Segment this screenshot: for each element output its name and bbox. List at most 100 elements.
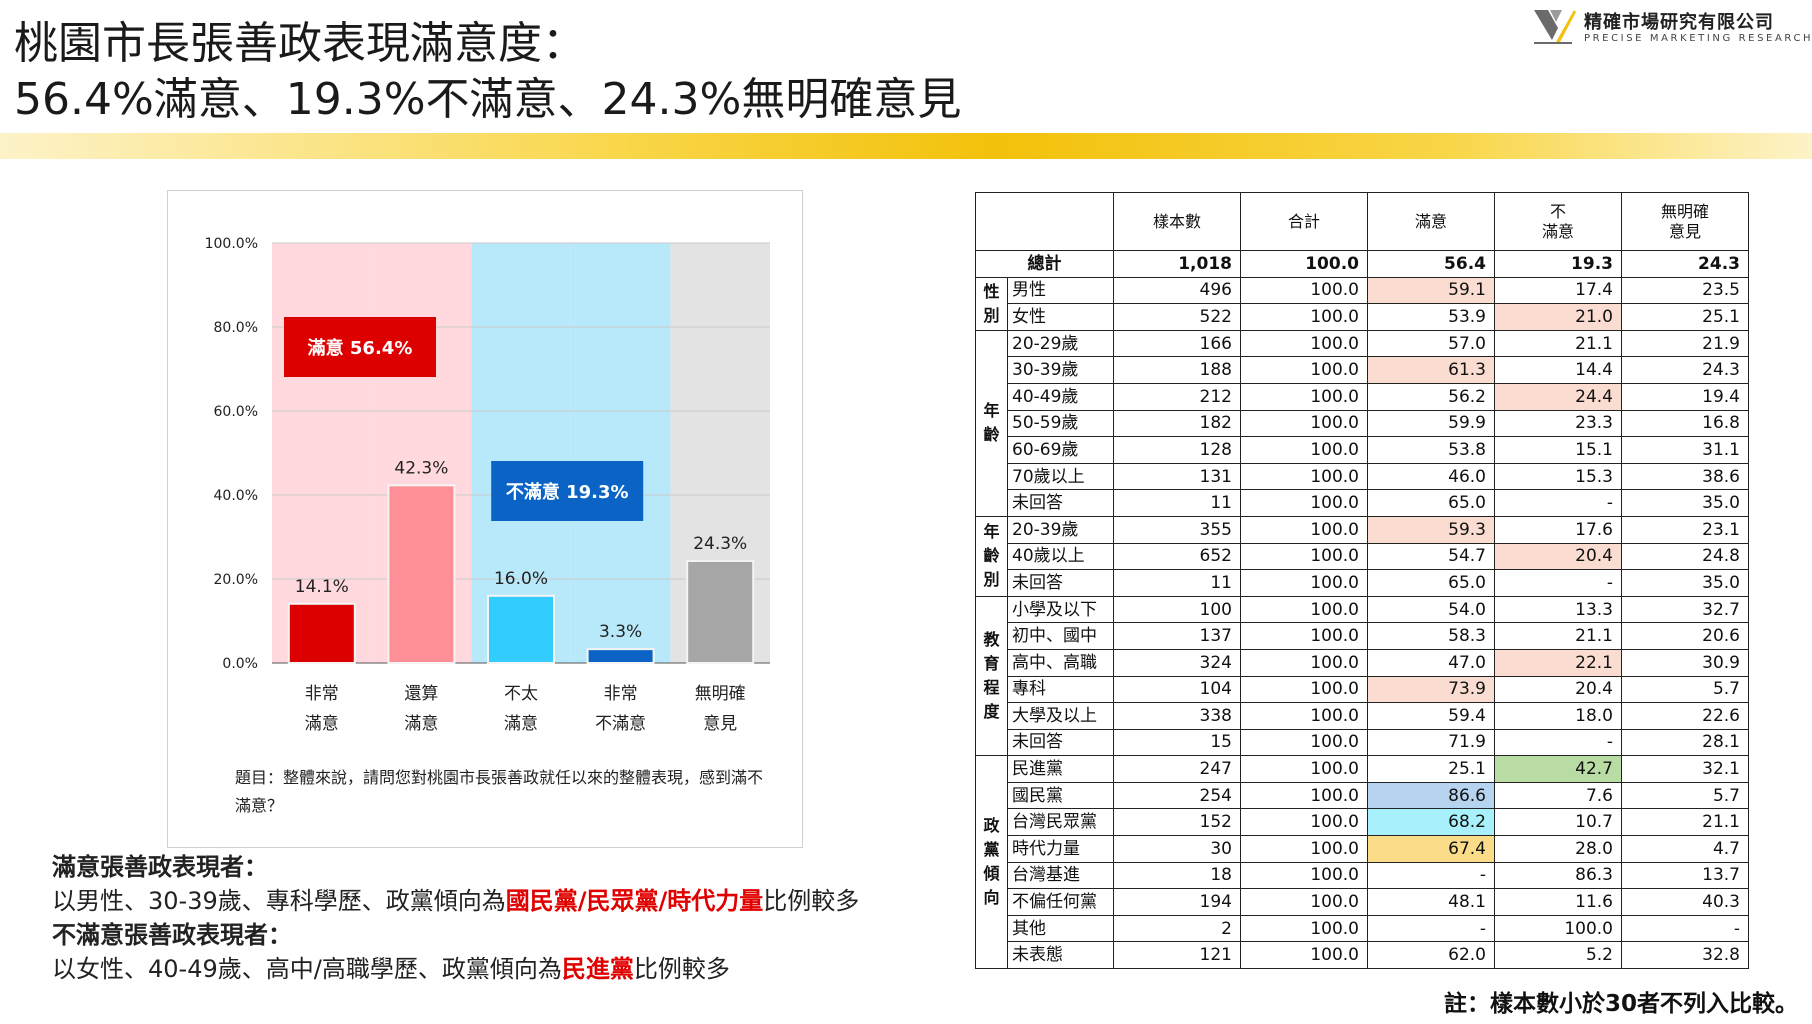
table-cell: 59.9 xyxy=(1367,409,1495,438)
row-label: 女性 xyxy=(1007,303,1114,331)
table-cell: 62.0 xyxy=(1367,941,1495,970)
table-cell: 65.0 xyxy=(1367,569,1495,597)
table-cell: 496 xyxy=(1113,276,1241,305)
y-tick-label: 20.0% xyxy=(214,572,258,588)
logo-company-name-en: PRECISE MARKETING RESEARCH xyxy=(1584,33,1812,44)
row-label: 40歲以上 xyxy=(1007,542,1114,571)
table-cell: 100.0 xyxy=(1240,569,1368,597)
logo-mark-icon xyxy=(1534,10,1576,44)
table-cell: 2 xyxy=(1113,914,1241,943)
x-category-label: 非常 xyxy=(604,684,638,704)
table-cell: 30 xyxy=(1113,835,1241,863)
total-value: 24.3 xyxy=(1621,250,1749,278)
total-value: 56.4 xyxy=(1367,250,1495,278)
unsatisfied-detail: 以女性、40-49歲、高中/高職學歷、政黨傾向為民進黨比例較多 xyxy=(52,952,952,986)
satisfied-parties: 國民黨/民眾黨/時代力量 xyxy=(505,887,764,915)
table-cell: 15.3 xyxy=(1494,462,1622,491)
table-cell: 5.7 xyxy=(1621,781,1749,810)
table-cell: 338 xyxy=(1113,702,1241,730)
table-cell: 22.1 xyxy=(1494,648,1622,677)
bar-3 xyxy=(586,648,655,665)
satisfied-detail-post: 比例較多 xyxy=(763,887,860,915)
table-cell: 121 xyxy=(1113,941,1241,970)
table-cell: 30.9 xyxy=(1621,648,1749,677)
table-cell: 31.1 xyxy=(1621,436,1749,464)
bar-value-label: 42.3% xyxy=(394,458,448,478)
table-row: 女性 522 100.0 53.9 21.0 25.1 xyxy=(976,303,1749,331)
table-cell: - xyxy=(1494,569,1622,597)
table-cell: 65.0 xyxy=(1367,489,1495,517)
logo-company-name: 精確市場研究有限公司 xyxy=(1584,12,1774,33)
table-row: 40歲以上 652 100.0 54.7 20.4 24.8 xyxy=(976,542,1749,571)
table-cell: 20.6 xyxy=(1621,622,1749,650)
unsatisfied-total-callout xyxy=(491,461,644,521)
table-row: 未回答 11 100.0 65.0-35.0 xyxy=(976,489,1749,517)
table-cell: 100.0 xyxy=(1240,595,1368,624)
table-cell: 59.3 xyxy=(1367,515,1495,544)
table-row: 其他 2 100.0-100.0- xyxy=(976,914,1749,943)
table-cell: 21.1 xyxy=(1494,622,1622,650)
table-cell: 15 xyxy=(1113,728,1241,757)
table-cell: 247 xyxy=(1113,755,1241,783)
table-cell: 59.4 xyxy=(1367,702,1495,730)
table-row: 台灣基進 18 100.0-86.3 13.7 xyxy=(976,861,1749,890)
survey-question: 題目：整體來說，請問您對桃園市長張善政就任以來的整體表現，感到滿不滿意？ xyxy=(235,768,764,815)
satisfied-heading: 滿意張善政表現者： xyxy=(52,853,268,881)
table-cell: 100.0 xyxy=(1240,356,1368,384)
page-title-line-1: 桃園市長張善政表現滿意度： xyxy=(14,18,586,69)
bar-value-label: 3.3% xyxy=(599,622,642,642)
table-cell: 355 xyxy=(1113,515,1241,544)
table-cell: 40.3 xyxy=(1621,888,1749,916)
table-cell: 5.7 xyxy=(1621,675,1749,704)
table-cell: 100.0 xyxy=(1240,648,1368,677)
table-cell: 15.1 xyxy=(1494,436,1622,464)
table-cell: 35.0 xyxy=(1621,489,1749,517)
unsatisfied-detail-pre: 以女性、40-49歲、高中/高職學歷、政黨傾向為 xyxy=(52,955,562,983)
table-row: 大學及以上 338 100.0 59.4 18.0 22.6 xyxy=(976,702,1749,730)
table-corner xyxy=(975,192,1114,251)
table-cell: 86.6 xyxy=(1367,781,1495,810)
table-cell: 86.3 xyxy=(1494,861,1622,890)
y-tick-label: 100.0% xyxy=(205,236,258,252)
table-cell: 71.9 xyxy=(1367,728,1495,757)
table-cell: 100.0 xyxy=(1240,329,1368,358)
column-header: 不滿意 xyxy=(1494,192,1622,251)
group-label: 教育程度 xyxy=(975,595,1008,757)
table-cell: 20.4 xyxy=(1494,675,1622,704)
table-cell: 54.0 xyxy=(1367,595,1495,624)
total-row: 總計 1,018 100.0 56.4 19.3 24.3 xyxy=(975,250,1749,278)
x-category-label: 滿意 xyxy=(504,714,538,734)
bar-value-label: 16.0% xyxy=(494,569,548,589)
table-row: 70歲以上 131 100.0 46.0 15.3 38.6 xyxy=(976,462,1749,491)
table-cell: 100.0 xyxy=(1240,489,1368,517)
y-tick-label: 60.0% xyxy=(214,404,258,420)
table-cell: 25.1 xyxy=(1367,755,1495,783)
table-cell: 100.0 xyxy=(1240,702,1368,730)
row-label: 20-39歲 xyxy=(1007,515,1114,544)
table-row: 台灣民眾黨 152 100.0 68.2 10.7 21.1 xyxy=(976,808,1749,837)
table-cell: 100.0 xyxy=(1494,914,1622,943)
unsatisfied-total-callout-label: 不滿意 19.3% xyxy=(506,481,629,503)
table-cell: 100.0 xyxy=(1240,462,1368,491)
table-cell: 24.8 xyxy=(1621,542,1749,571)
table-cell: 73.9 xyxy=(1367,675,1495,704)
table-cell: 46.0 xyxy=(1367,462,1495,491)
page-title-line-2: 56.4%滿意、19.3%不滿意、24.3%無明確意見 xyxy=(14,74,962,125)
x-category-label: 滿意 xyxy=(305,714,339,734)
table-cell: 53.8 xyxy=(1367,436,1495,464)
table-cell: 17.4 xyxy=(1494,276,1622,305)
group-label: 年齡 xyxy=(975,329,1008,517)
table-cell: 21.0 xyxy=(1494,303,1622,331)
total-label: 總計 xyxy=(975,250,1114,278)
row-label: 50-59歲 xyxy=(1007,409,1114,438)
table-cell: 100.0 xyxy=(1240,781,1368,810)
table-cell: - xyxy=(1621,914,1749,943)
row-label: 小學及以下 xyxy=(1007,595,1114,624)
table-cell: 100 xyxy=(1113,595,1241,624)
table-row: 不偏任何黨 194 100.0 48.1 11.6 40.3 xyxy=(976,888,1749,916)
company-logo: 精確市場研究有限公司 PRECISE MARKETING RESEARCH xyxy=(1532,6,1811,48)
table-row: 40-49歲 212 100.0 56.2 24.4 19.4 xyxy=(976,382,1749,411)
table-cell: 18 xyxy=(1113,861,1241,890)
table-cell: 137 xyxy=(1113,622,1241,650)
category-zone-2 xyxy=(471,243,571,663)
